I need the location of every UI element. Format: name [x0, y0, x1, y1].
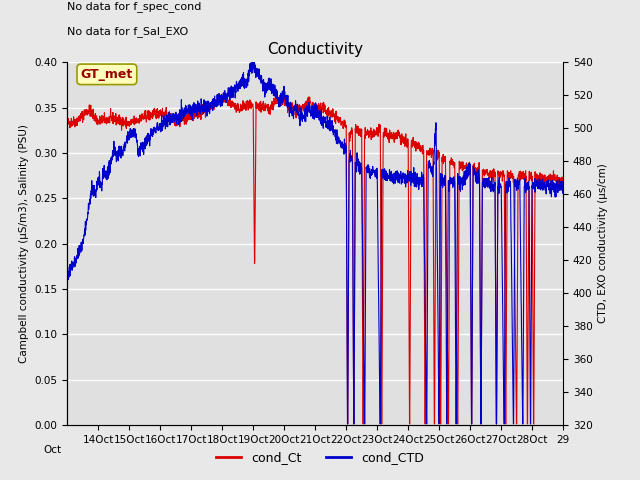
Text: No data for f_Sal_EXO: No data for f_Sal_EXO [67, 26, 188, 37]
Text: Oct: Oct [43, 445, 61, 455]
Title: Conductivity: Conductivity [268, 42, 364, 57]
Y-axis label: Campbell conductivity (μS/m3), Salinity (PSU): Campbell conductivity (μS/m3), Salinity … [19, 124, 29, 363]
Text: GT_met: GT_met [81, 68, 133, 81]
Text: No data for f_spec_cond: No data for f_spec_cond [67, 1, 202, 12]
Legend: cond_Ct, cond_CTD: cond_Ct, cond_CTD [211, 446, 429, 469]
Y-axis label: CTD, EXO conductivity (μs/cm): CTD, EXO conductivity (μs/cm) [598, 164, 608, 324]
